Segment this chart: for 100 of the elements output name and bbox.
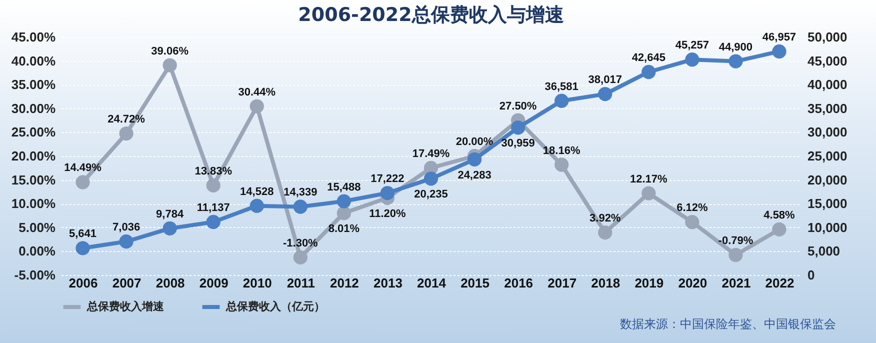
y2-tick-label: 10,000 xyxy=(808,220,848,235)
data-label: 6.12% xyxy=(676,202,708,214)
point xyxy=(728,54,743,68)
x-tick-label: 2008 xyxy=(156,276,185,290)
data-label: 17,222 xyxy=(370,173,404,186)
point xyxy=(685,215,700,230)
x-tick-label: 2009 xyxy=(199,276,228,290)
data-label: 39.06% xyxy=(151,45,189,58)
y2-tick-label: 25,000 xyxy=(808,148,848,164)
data-label: 13.83% xyxy=(194,165,232,178)
point xyxy=(467,152,482,166)
x-tick-label: 2007 xyxy=(112,276,142,290)
point xyxy=(554,158,569,172)
data-label: 20.00% xyxy=(456,136,494,148)
point xyxy=(119,126,134,141)
y2-tick-label: 30,000 xyxy=(808,124,848,140)
y-tick-label: 30.00% xyxy=(11,100,56,116)
point xyxy=(554,94,569,108)
x-tick-label: 2017 xyxy=(548,276,577,290)
legend-label: 总保费收入（亿元） xyxy=(225,300,325,313)
point xyxy=(642,186,656,200)
point xyxy=(598,225,612,240)
data-label: 8.01% xyxy=(328,223,360,236)
point xyxy=(772,222,786,236)
y2-tick-label: 40,000 xyxy=(808,77,848,92)
point xyxy=(728,248,743,262)
data-label: 46,957 xyxy=(762,31,796,44)
data-label: 20,235 xyxy=(414,188,448,201)
point xyxy=(380,186,395,200)
legend-label: 总保费收入增速 xyxy=(86,300,165,313)
y-tick-label: 20.00% xyxy=(11,148,56,164)
point xyxy=(250,99,264,114)
point xyxy=(424,172,438,186)
data-label: 15,488 xyxy=(327,181,361,194)
y-tick-label: 5.00% xyxy=(18,220,56,235)
y2-tick-label: 45,000 xyxy=(808,53,848,68)
data-label: 27.50% xyxy=(499,100,537,112)
x-tick-label: 2022 xyxy=(765,276,794,290)
y2-tick-label: 5,000 xyxy=(808,244,840,259)
x-tick-label: 2021 xyxy=(722,276,751,290)
data-label: 45,257 xyxy=(675,40,710,52)
data-label: 9,784 xyxy=(156,208,184,220)
point xyxy=(250,198,264,213)
point xyxy=(206,214,220,230)
x-tick-label: 2020 xyxy=(678,276,708,290)
x-tick-label: 2019 xyxy=(634,276,664,290)
data-label: 38,017 xyxy=(588,74,622,86)
x-tick-label: 2010 xyxy=(242,276,272,290)
point xyxy=(206,178,220,192)
x-tick-label: 2013 xyxy=(374,276,402,290)
data-label: 11,137 xyxy=(196,202,230,214)
point xyxy=(510,120,526,135)
data-label: 17.49% xyxy=(412,148,450,160)
data-label: 4.58% xyxy=(764,209,796,222)
point xyxy=(772,44,786,59)
x-tick-label: 2016 xyxy=(504,276,534,290)
y-tick-label: 10.00% xyxy=(11,196,56,212)
x-tick-label: 2015 xyxy=(460,276,490,290)
point xyxy=(598,86,612,102)
x-tick-label: 2014 xyxy=(417,276,447,290)
y-tick-label: 25.00% xyxy=(11,124,56,140)
data-label: 5,641 xyxy=(69,228,97,240)
data-label: 36,581 xyxy=(544,80,578,93)
data-label: 30.44% xyxy=(238,86,276,98)
data-label: -1.30% xyxy=(282,237,318,250)
y2-tick-label: 15,000 xyxy=(808,196,848,212)
data-label: 11.20% xyxy=(369,208,406,220)
x-tick-label: 2018 xyxy=(591,276,620,290)
data-label: 14,339 xyxy=(284,186,318,199)
y-tick-label: 15.00% xyxy=(11,172,56,188)
point xyxy=(76,175,90,190)
point xyxy=(293,200,308,214)
point xyxy=(642,64,656,80)
y-tick-label: 45.00% xyxy=(11,30,56,44)
point xyxy=(119,234,134,249)
data-label: 24,283 xyxy=(458,169,492,182)
x-tick-label: 2012 xyxy=(330,276,359,290)
data-label: 14,528 xyxy=(240,186,274,198)
y-tick-label: -5.00% xyxy=(14,268,56,282)
point xyxy=(293,250,308,264)
chart-title: 2006-2022总保费收入与增速 xyxy=(298,4,564,26)
point xyxy=(336,206,352,220)
point xyxy=(162,221,177,236)
y-tick-label: 35.00% xyxy=(11,77,56,92)
data-label: 44,900 xyxy=(718,41,753,54)
point xyxy=(162,58,177,72)
point xyxy=(336,194,352,208)
y-tick-label: 40.00% xyxy=(11,53,56,68)
data-label: 42,645 xyxy=(632,52,666,64)
x-tick-label: 2011 xyxy=(286,276,316,290)
data-label: 30,959 xyxy=(501,138,535,150)
data-label: 3.92% xyxy=(590,212,621,225)
data-label: 18.16% xyxy=(542,144,580,157)
data-label: 12.17% xyxy=(630,173,668,186)
data-label: 24.72% xyxy=(108,114,146,126)
y-tick-label: 0.00% xyxy=(18,244,56,259)
source-note: 数据来源：中国保险年鉴、中国银保监会 xyxy=(620,316,836,333)
data-label: -0.79% xyxy=(718,234,754,247)
point xyxy=(685,52,700,67)
y2-tick-label: 0 xyxy=(808,268,815,282)
